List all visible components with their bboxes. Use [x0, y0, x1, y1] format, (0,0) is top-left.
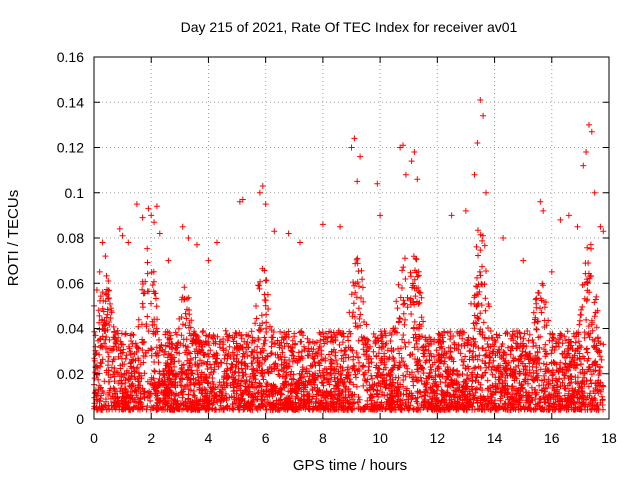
x-tick-label: 2 — [147, 430, 155, 446]
x-axis-tick-labels: 0 2 4 6 8 10 12 14 16 18 — [90, 430, 617, 446]
y-axis-tick-labels: 0 0.02 0.04 0.06 0.08 0.1 0.12 0.14 0.16 — [57, 49, 84, 427]
x-axis-label: GPS time / hours — [293, 457, 407, 474]
data-points — [91, 97, 607, 413]
x-tick-label: 8 — [319, 430, 327, 446]
y-tick-label: 0.02 — [57, 366, 84, 382]
y-tick-label: 0.08 — [57, 230, 84, 246]
x-tick-label: 10 — [372, 430, 388, 446]
chart-title: Day 215 of 2021, Rate Of TEC Index for r… — [181, 19, 518, 35]
roti-points — [91, 97, 607, 413]
y-tick-label: 0.04 — [57, 321, 84, 337]
y-tick-label: 0.16 — [57, 49, 84, 65]
axis-ticks — [93, 56, 610, 420]
x-tick-label: 0 — [90, 430, 98, 446]
y-tick-label: 0.14 — [57, 94, 84, 110]
x-tick-label: 14 — [487, 430, 503, 446]
grid-lines — [94, 57, 609, 419]
y-tick-label: 0 — [76, 411, 84, 427]
x-tick-label: 12 — [430, 430, 446, 446]
x-tick-label: 16 — [544, 430, 560, 446]
y-tick-label: 0.1 — [65, 185, 85, 201]
x-tick-label: 18 — [601, 430, 617, 446]
x-tick-label: 4 — [205, 430, 213, 446]
y-axis-label: ROTI / TECUs — [5, 190, 22, 286]
y-tick-label: 0.12 — [57, 140, 84, 156]
y-tick-label: 0.06 — [57, 275, 84, 291]
x-tick-label: 6 — [262, 430, 270, 446]
